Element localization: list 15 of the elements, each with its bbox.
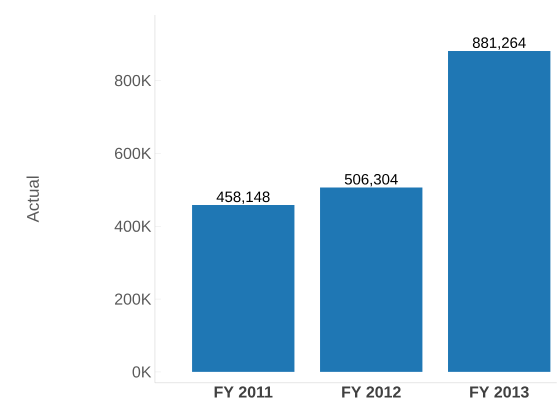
x-tick-label: FY 2012 — [342, 386, 401, 398]
data-label: 881,264 — [472, 37, 526, 50]
data-label: 506,304 — [344, 174, 398, 186]
y-tick-label: 0K — [132, 366, 152, 378]
bar — [192, 205, 294, 372]
y-tick-label: 600K — [115, 148, 152, 160]
y-tick-label: 200K — [115, 294, 152, 305]
y-tick-label: 400K — [114, 220, 152, 232]
x-tick-label: FY 2013 — [470, 386, 529, 398]
y-tick-label: 800K — [114, 74, 152, 86]
bar — [320, 188, 422, 372]
bar — [448, 51, 550, 372]
x-tick-label: FY 2011 — [214, 386, 272, 398]
y-axis-title: Actual — [26, 176, 39, 222]
data-label: 458,148 — [216, 192, 270, 204]
